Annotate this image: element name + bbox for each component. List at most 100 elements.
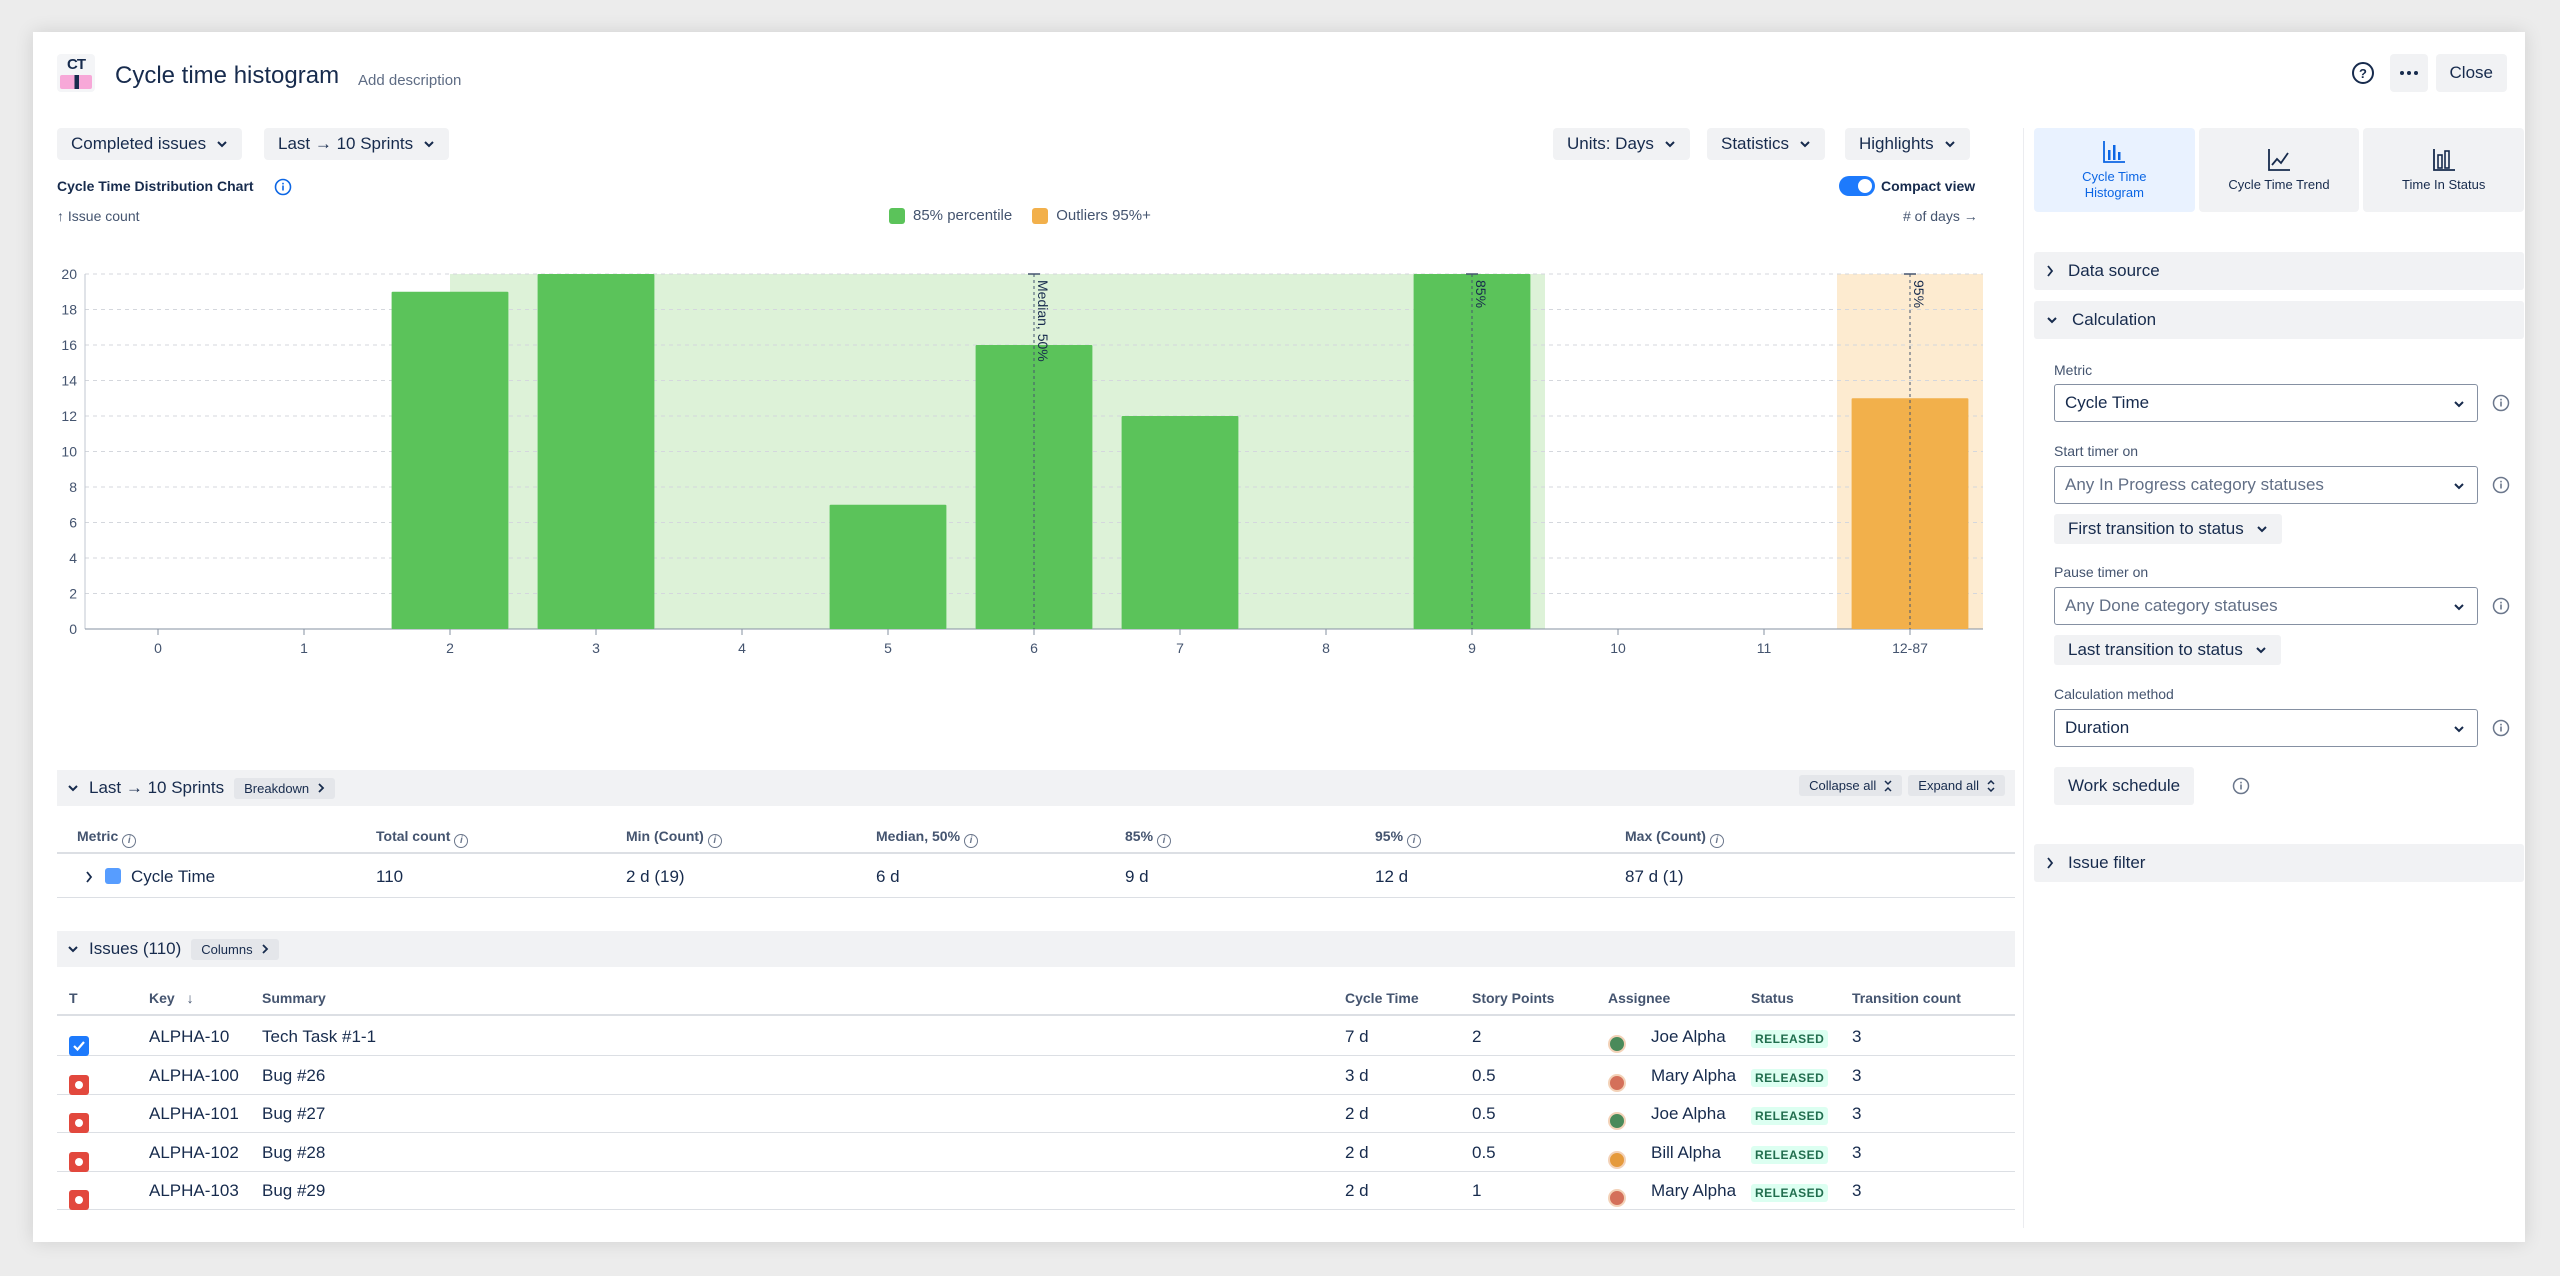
info-icon[interactable] <box>2492 394 2510 412</box>
issue-summary[interactable]: Bug #26 <box>262 1065 326 1085</box>
chart-info-button[interactable] <box>274 178 292 201</box>
period-dropdown[interactable]: Last → 10 Sprints <box>264 128 450 160</box>
modal-header: CT Cycle time histogram Add description … <box>33 32 2525 142</box>
settings-panel: Cycle Time Histogram Cycle Time Trend Ti… <box>2023 128 2525 1228</box>
col-min-count[interactable]: Min (Count) i <box>626 828 722 848</box>
col-p95[interactable]: 95% i <box>1375 828 1422 848</box>
chart-legend: 85% percentile Outliers 95%+ <box>889 207 1151 224</box>
col-story-points[interactable]: Story Points <box>1472 990 1555 1006</box>
start-mode-dropdown[interactable]: First transition to status <box>2054 514 2282 544</box>
summary-row[interactable]: Cycle Time 110 2 d (19) 6 d 9 d 12 d 87 … <box>57 856 2015 898</box>
highlights-dropdown[interactable]: Highlights <box>1845 128 1970 160</box>
start-timer-select[interactable]: Any In Progress category statuses <box>2054 466 2478 504</box>
issue-summary[interactable]: Bug #29 <box>262 1181 326 1200</box>
tab-cycle-time-histogram[interactable]: Cycle Time Histogram <box>2034 128 2195 212</box>
col-cycle-time[interactable]: Cycle Time <box>1345 990 1419 1006</box>
info-icon[interactable]: i <box>1407 834 1422 848</box>
col-total-count[interactable]: Total count i <box>376 828 469 848</box>
data-source-accordion[interactable]: Data source <box>2034 252 2524 290</box>
expand-all-button[interactable]: Expand all <box>1908 775 2005 796</box>
pause-timer-select[interactable]: Any Done category statuses <box>2054 587 2478 625</box>
col-transition-count[interactable]: Transition count <box>1852 990 1961 1006</box>
issue-summary[interactable]: Bug #28 <box>262 1142 326 1162</box>
legend-item-85[interactable]: 85% percentile <box>889 207 1012 224</box>
x-tick-label: 8 <box>1322 640 1330 656</box>
col-type[interactable]: T <box>69 990 78 1006</box>
compact-view-toggle[interactable]: Compact view <box>1839 176 1975 196</box>
info-icon[interactable] <box>2232 777 2250 795</box>
issue-assignee: Mary Alpha <box>1651 1065 1737 1085</box>
tab-time-in-status[interactable]: Time In Status <box>2363 128 2525 212</box>
table-row[interactable]: ALPHA-101 Bug #27 2 d 0.5 Joe Alpha RELE… <box>57 1095 2015 1133</box>
col-summary[interactable]: Summary <box>262 990 326 1006</box>
metric-select[interactable]: Cycle Time <box>2054 384 2478 422</box>
info-icon[interactable] <box>2492 597 2510 615</box>
legend-item-outliers[interactable]: Outliers 95%+ <box>1032 207 1151 224</box>
issue-story-points: 0.5 <box>1472 1142 1496 1162</box>
issue-filter-accordion[interactable]: Issue filter <box>2034 844 2524 882</box>
issue-filter-dropdown[interactable]: Completed issues <box>57 128 243 160</box>
chevron-down-icon <box>1665 141 1675 148</box>
x-tick-label: 7 <box>1176 640 1184 656</box>
col-median[interactable]: Median, 50% i <box>876 828 979 848</box>
info-icon[interactable] <box>2492 719 2510 737</box>
col-assignee[interactable]: Assignee <box>1608 990 1671 1006</box>
x-tick-label: 3 <box>592 640 600 656</box>
tab-cycle-time-trend[interactable]: Cycle Time Trend <box>2198 128 2360 212</box>
table-row[interactable]: ALPHA-100 Bug #26 3 d 0.5 Mary Alpha REL… <box>57 1057 2015 1095</box>
statistics-dropdown[interactable]: Statistics <box>1707 128 1826 160</box>
info-icon[interactable]: i <box>1709 834 1724 848</box>
info-icon[interactable]: i <box>122 834 137 848</box>
issue-key[interactable]: ALPHA-101 <box>149 1104 239 1123</box>
app-logo-graphic <box>60 75 92 89</box>
issue-summary[interactable]: Bug #27 <box>262 1104 326 1123</box>
calculation-method-select[interactable]: Duration <box>2054 709 2478 747</box>
bar-85-percentile <box>391 291 509 629</box>
period-label: Last → 10 Sprints <box>278 134 414 153</box>
work-schedule-button[interactable]: Work schedule <box>2054 767 2195 805</box>
info-icon[interactable]: i <box>1157 834 1172 848</box>
pause-mode-dropdown[interactable]: Last transition to status <box>2054 635 2281 665</box>
col-p85[interactable]: 85% i <box>1125 828 1172 848</box>
issue-key[interactable]: ALPHA-103 <box>149 1181 239 1200</box>
x-axis-caption: # of days → <box>1903 208 1978 224</box>
y-tick-label: 6 <box>69 515 77 531</box>
issue-story-points: 0.5 <box>1472 1065 1496 1085</box>
issue-key[interactable]: ALPHA-102 <box>149 1142 239 1162</box>
chevron-right-icon[interactable] <box>85 868 93 888</box>
info-icon[interactable]: i <box>707 834 722 848</box>
chevron-down-icon[interactable] <box>67 782 79 794</box>
breakdown-button[interactable]: Breakdown <box>234 777 336 799</box>
work-schedule-label: Work schedule <box>2068 776 2181 795</box>
calculation-method-label: Calculation method <box>2054 686 2174 702</box>
help-button[interactable]: ? <box>2343 54 2382 92</box>
add-description-link[interactable]: Add description <box>358 72 462 89</box>
col-status[interactable]: Status <box>1751 990 1794 1006</box>
collapse-all-button[interactable]: Collapse all <box>1799 775 1903 796</box>
units-dropdown[interactable]: Units: Days <box>1553 128 1690 160</box>
toggle-switch[interactable] <box>1839 176 1875 196</box>
chevron-right-icon <box>2047 265 2054 277</box>
table-row[interactable]: ALPHA-10 Tech Task #1-1 7 d 2 Joe Alpha … <box>57 1018 2015 1056</box>
issue-key[interactable]: ALPHA-10 <box>149 1027 230 1046</box>
more-actions-button[interactable] <box>2389 54 2428 92</box>
issue-assignee: Bill Alpha <box>1651 1142 1721 1162</box>
summary-total: 110 <box>376 867 404 886</box>
col-max-count[interactable]: Max (Count) i <box>1625 828 1724 848</box>
table-row[interactable]: ALPHA-103 Bug #29 2 d 1 Mary Alpha RELEA… <box>57 1172 2015 1210</box>
issue-summary[interactable]: Tech Task #1-1 <box>262 1027 377 1046</box>
chevron-down-icon[interactable] <box>67 943 79 955</box>
start-mode-label: First transition to status <box>2068 519 2244 538</box>
col-key[interactable]: Key ↓ <box>149 990 194 1006</box>
columns-button[interactable]: Columns <box>191 938 279 960</box>
issue-transition-count: 3 <box>1852 1104 1862 1123</box>
info-icon[interactable]: i <box>964 834 979 848</box>
col-metric[interactable]: Metric i <box>77 828 137 848</box>
table-row[interactable]: ALPHA-102 Bug #28 2 d 0.5 Bill Alpha REL… <box>57 1134 2015 1172</box>
legend-swatch-green <box>889 207 905 224</box>
calculation-accordion[interactable]: Calculation <box>2034 301 2524 339</box>
info-icon[interactable] <box>2492 476 2510 494</box>
issue-key[interactable]: ALPHA-100 <box>149 1065 239 1085</box>
info-icon[interactable]: i <box>454 834 469 848</box>
close-button[interactable]: Close <box>2435 54 2507 92</box>
